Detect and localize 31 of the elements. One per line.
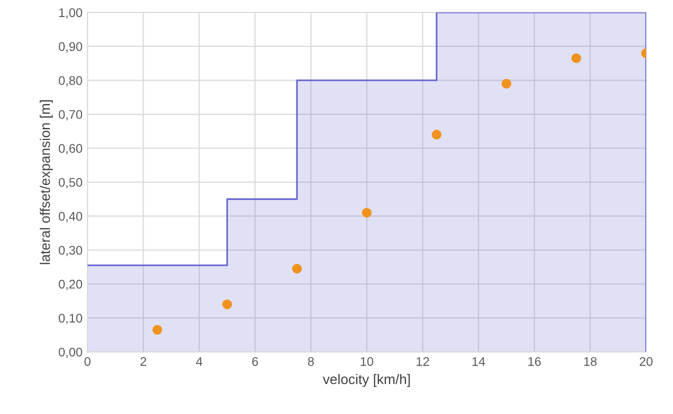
y-tick-label: 0,70	[58, 110, 82, 120]
y-tick-label: 0,60	[58, 144, 82, 154]
x-tick-label: 20	[640, 357, 653, 366]
y-tick-label: 0,20	[58, 280, 82, 290]
point	[571, 53, 582, 64]
y-tick-label: 0,80	[58, 76, 82, 86]
point	[362, 208, 372, 218]
y-tick-label: 0,50	[58, 178, 82, 188]
point	[292, 264, 302, 274]
x-tick-label: 6	[252, 357, 258, 366]
x-tick-label: 2	[140, 357, 146, 366]
x-tick-label: 0	[84, 357, 90, 366]
x-tick-label: 8	[308, 357, 314, 366]
y-tick-label: 0,00	[58, 348, 82, 358]
y-tick-label: 0,10	[58, 314, 82, 324]
y-tick-label: 1,00	[59, 8, 82, 19]
x-tick-label: 18	[584, 357, 597, 366]
x-tick-label: 16	[528, 357, 541, 366]
x-tick-label: 10	[360, 357, 374, 366]
y-axis-title: lateral offset/expansion [m]	[40, 100, 53, 264]
x-tick-label: 4	[196, 357, 202, 366]
point	[152, 324, 162, 335]
point	[222, 300, 232, 310]
point	[502, 78, 512, 89]
x-tick-label: 12	[416, 357, 429, 366]
y-tick-label: 0,40	[58, 212, 82, 222]
x-tick-label: 14	[472, 357, 486, 366]
x-axis-title: velocity [km/h]	[322, 374, 410, 387]
point	[432, 130, 442, 140]
y-tick-label: 0,30	[58, 246, 82, 256]
y-tick-label: 0,90	[58, 42, 82, 52]
